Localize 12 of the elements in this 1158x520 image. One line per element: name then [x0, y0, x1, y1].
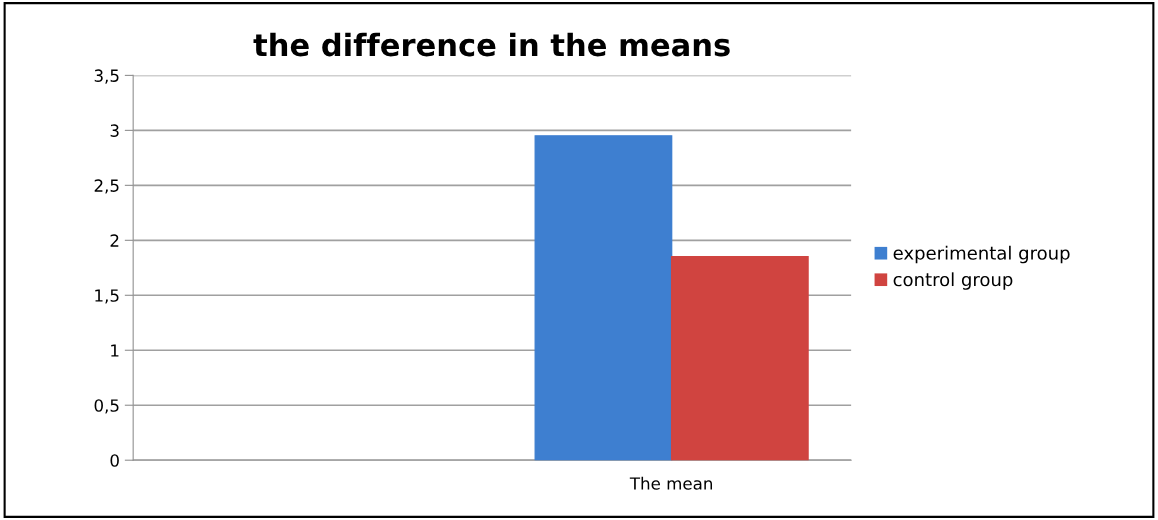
chart-title: the difference in the means	[253, 32, 730, 57]
y-tick-label: 0,5	[94, 399, 119, 414]
y-tick-label: 1	[111, 344, 119, 357]
y-tick-label: 2,5	[94, 179, 119, 194]
y-tick-label: 3	[110, 124, 119, 137]
y-tick-label: 1,5	[95, 289, 119, 304]
y-tick-label: 2	[110, 234, 119, 247]
y-tick-label: 0	[110, 454, 119, 467]
y-tick-label: 3,5	[94, 69, 119, 84]
x-tick-label: The mean	[629, 476, 713, 490]
legend-label: experimental group	[893, 245, 1070, 264]
legend-label: control group	[893, 272, 1013, 290]
